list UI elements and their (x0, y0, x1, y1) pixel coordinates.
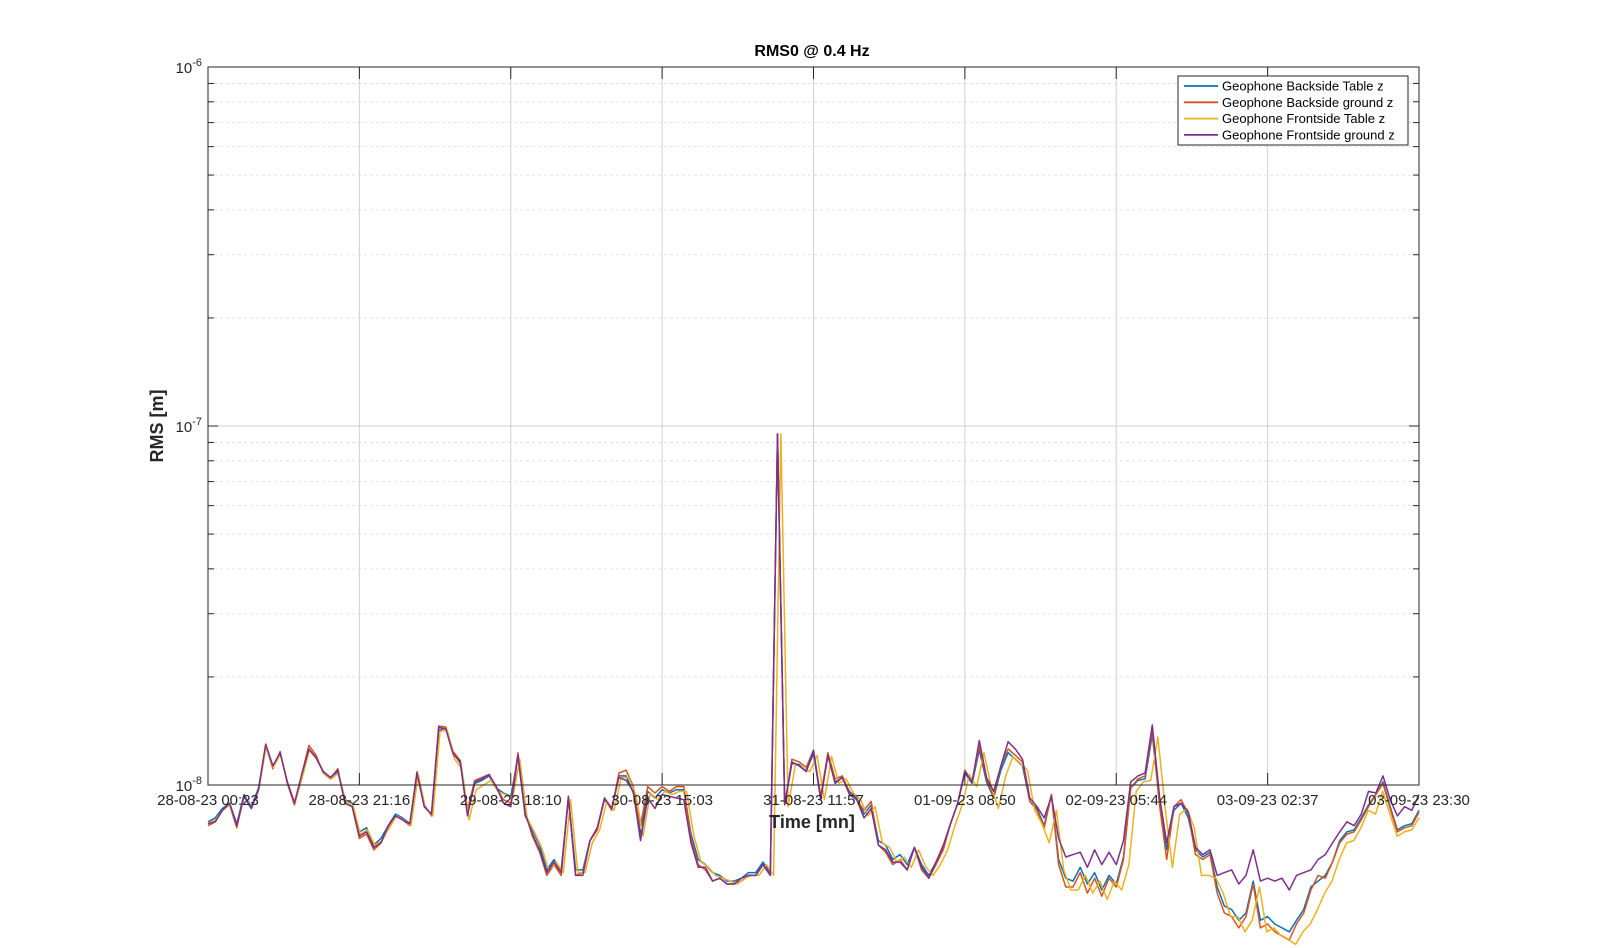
legend-label: Geophone Frontside ground z (1222, 127, 1395, 142)
x-tick-label: 02-09-23 05:44 (1065, 792, 1167, 809)
x-tick-label: 28-08-23 21:16 (309, 792, 411, 809)
series-line-4 (207, 433, 1420, 891)
x-axis-label: Time [mn] (769, 812, 855, 832)
legend-label: Geophone Backside ground z (1222, 95, 1393, 110)
chart-title: RMS0 @ 0.4 Hz (754, 43, 869, 60)
x-tick-labels: 28-08-23 00:23 28-08-23 21:16 29-08-23 18:… (157, 792, 1470, 809)
y-tick-label: 10-6 (176, 57, 202, 77)
legend-label: Geophone Frontside Table z (1222, 111, 1385, 126)
y-tick-labels: 10-8 10-7 10-6 (176, 57, 202, 795)
y-tick-label: 10-8 (176, 775, 202, 795)
series-line-3 (207, 433, 1420, 946)
series-lines (207, 433, 1420, 946)
x-tick-label: 03-09-23 23:30 (1368, 792, 1470, 809)
x-tick-label: 31-08-23 11:57 (763, 792, 864, 809)
x-tick-label: 28-08-23 00:23 (157, 792, 259, 809)
x-tick-label: 03-09-23 02:37 (1217, 792, 1319, 809)
axis-ticks (207, 66, 1420, 786)
y-tick-label: 10-7 (176, 416, 202, 436)
x-tick-label: 29-08-23 18:10 (460, 792, 562, 809)
legend-box (1177, 75, 1409, 146)
minor-grid (208, 83, 1419, 678)
legend-label: Geophone Backside Table z (1222, 79, 1384, 94)
x-tick-label: 01-09-23 08:50 (914, 792, 1016, 809)
y-axis-label: RMS [m] (147, 390, 167, 463)
x-tick-label: 30-08-23 15:03 (611, 792, 713, 809)
